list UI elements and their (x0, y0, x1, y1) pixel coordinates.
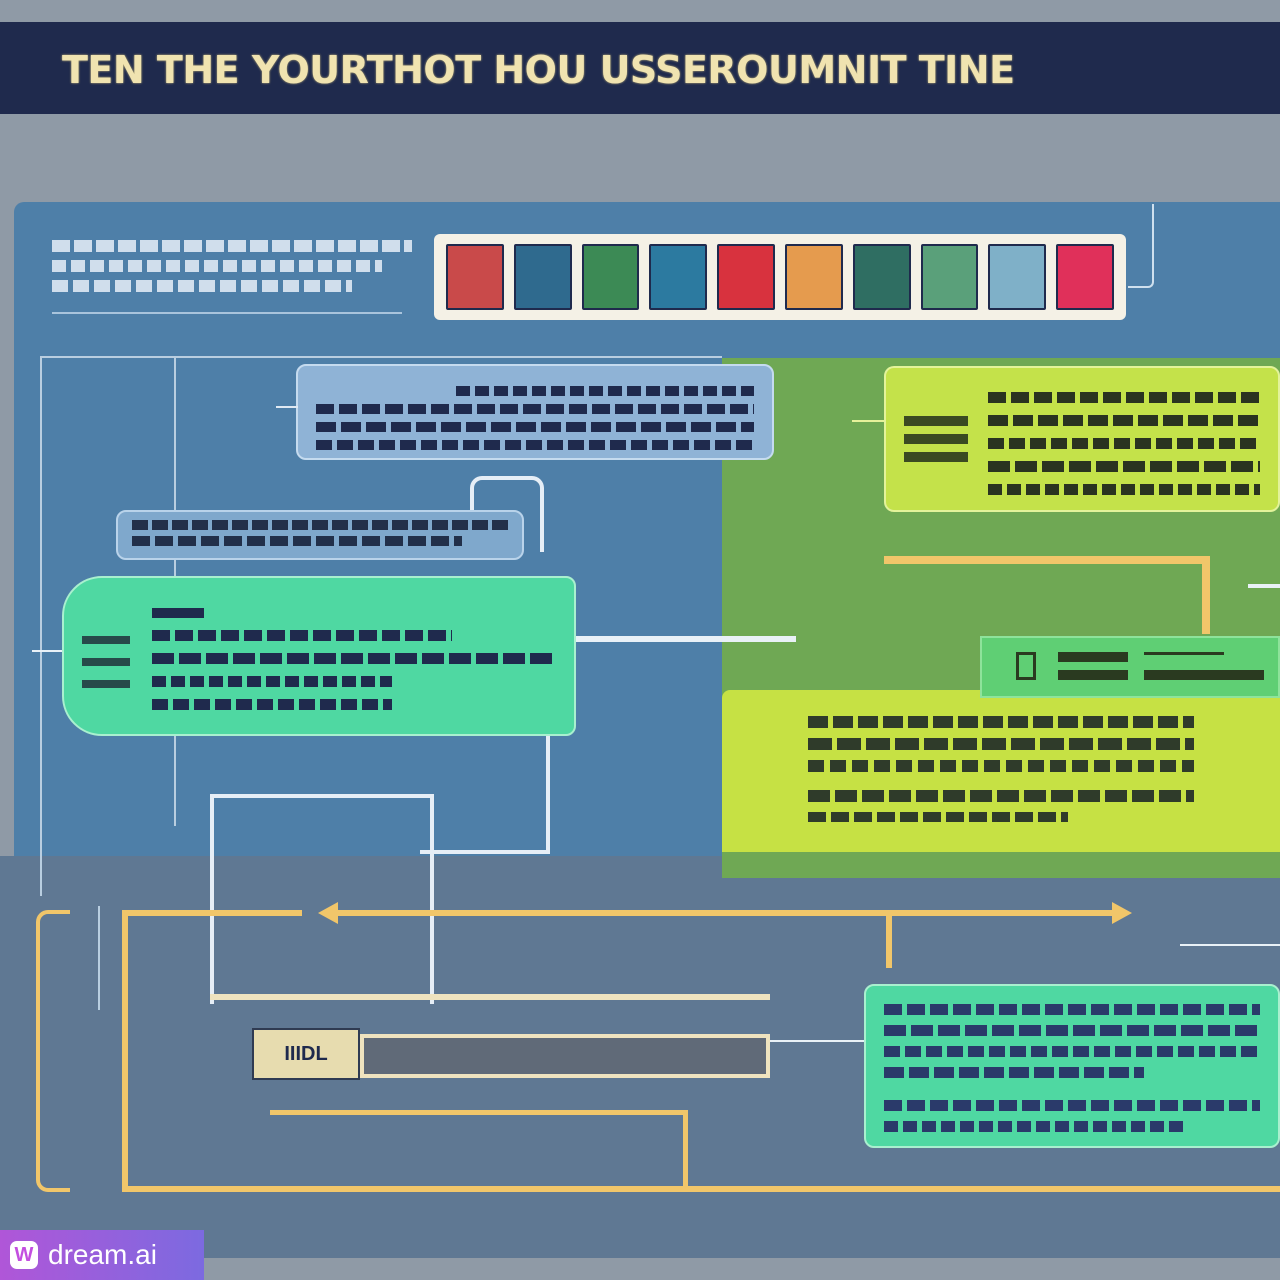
intro-divider (52, 312, 402, 314)
guide-line (40, 356, 722, 358)
connector (886, 914, 892, 968)
connector (1180, 944, 1280, 946)
status-chip[interactable] (980, 636, 1280, 698)
connector (122, 910, 302, 916)
progress-track (360, 1034, 770, 1078)
thumbnail-8[interactable] (920, 244, 979, 310)
loop-connector (270, 1110, 688, 1192)
bottom-green-card[interactable] (864, 984, 1280, 1148)
loop-connector (210, 794, 434, 1004)
arrow-right-icon (1248, 584, 1280, 588)
thumbnail-3[interactable] (581, 244, 640, 310)
connector (852, 420, 884, 422)
guide-line (40, 356, 42, 896)
strip-bracket (1128, 204, 1154, 288)
mid-green-card[interactable] (62, 576, 576, 736)
watermark-badge: W dream.ai (0, 1230, 204, 1280)
thumbnail-9[interactable] (988, 244, 1047, 310)
connector (276, 406, 298, 408)
thumbnail-7[interactable] (852, 244, 911, 310)
connector (1202, 556, 1210, 634)
nav-label[interactable]: IIIDL (252, 1028, 360, 1080)
connector (122, 1186, 1280, 1192)
timeline-arrow (330, 910, 1120, 916)
thumbnail-10[interactable] (1056, 244, 1114, 310)
dream-logo-icon: W (10, 1241, 38, 1269)
thumbnail-2[interactable] (513, 244, 572, 310)
thumbnail-1[interactable] (446, 244, 504, 310)
connector (122, 910, 128, 1192)
thumbnail-5[interactable] (717, 244, 775, 310)
connector (884, 556, 1210, 564)
thumbnail-strip[interactable] (434, 234, 1126, 320)
connector (576, 636, 796, 642)
top-lime-card[interactable] (884, 366, 1280, 512)
arrow-right-icon (1112, 902, 1132, 924)
connector (210, 994, 770, 1000)
page-title: TEN THE YOURTHOT HOU USSEROUMNIT TINE (62, 48, 1015, 92)
lower-lime-panel (722, 690, 1280, 852)
intro-text (52, 236, 412, 292)
thumbnail-6[interactable] (784, 244, 843, 310)
header-bar (0, 22, 1280, 114)
guide-line (98, 906, 100, 1010)
loop-connector (420, 736, 550, 854)
mid-label-card[interactable] (116, 510, 524, 560)
bracket-left (36, 910, 70, 1192)
thumbnail-4[interactable] (649, 244, 708, 310)
arrow-left-icon (318, 902, 338, 924)
connector (32, 650, 62, 652)
top-info-card[interactable] (296, 364, 774, 460)
connector (770, 1040, 866, 1042)
watermark-text: dream.ai (48, 1239, 157, 1270)
